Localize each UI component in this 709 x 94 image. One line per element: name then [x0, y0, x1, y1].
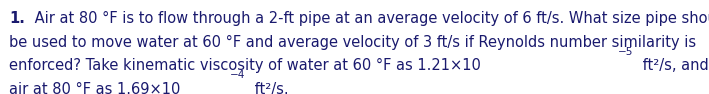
Text: ft²/s.: ft²/s.: [250, 82, 289, 94]
Text: −4: −4: [230, 70, 246, 80]
Text: be used to move water at 60 °F and average velocity of 3 ft/s if Reynolds number: be used to move water at 60 °F and avera…: [9, 35, 696, 50]
Text: air at 80 °F as 1.69×10: air at 80 °F as 1.69×10: [9, 82, 181, 94]
Text: −5: −5: [618, 47, 633, 57]
Text: enforced? Take kinematic viscosity of water at 60 °F as 1.21×10: enforced? Take kinematic viscosity of wa…: [9, 58, 481, 73]
Text: 1.: 1.: [9, 11, 25, 26]
Text: ft²/s, and kinematic viscosity of: ft²/s, and kinematic viscosity of: [638, 58, 709, 73]
Text: Air at 80 °F is to flow through a 2-ft pipe at an average velocity of 6 ft/s. Wh: Air at 80 °F is to flow through a 2-ft p…: [30, 11, 709, 26]
